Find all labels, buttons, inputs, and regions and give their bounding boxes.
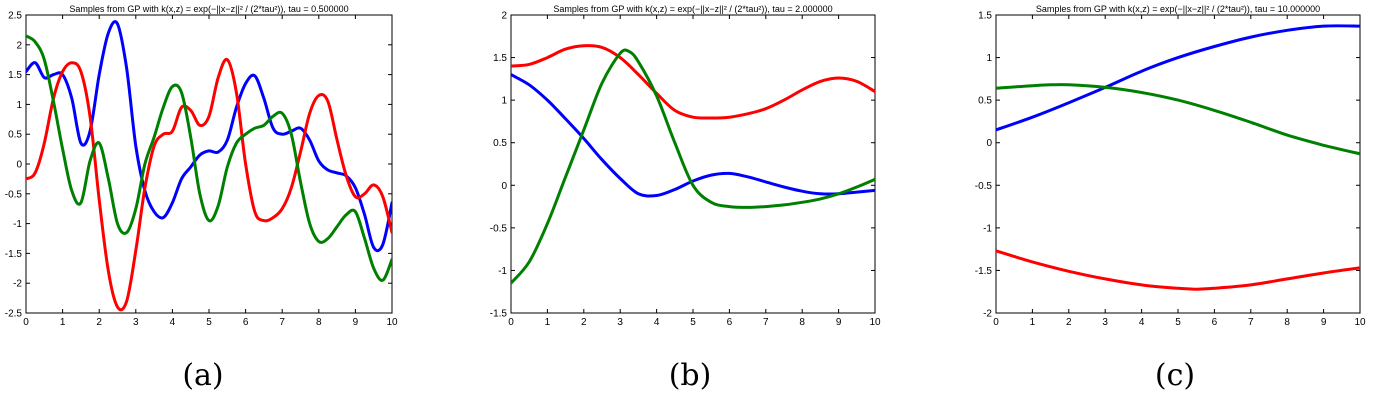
x-tick-label: 9 [1321, 317, 1327, 328]
y-tick-label: 1.5 [493, 53, 507, 64]
x-tick-label: 0 [508, 317, 514, 328]
chart-panel-c: Samples from GP with k(x,z) = exp(−||x−z… [975, 4, 1366, 393]
x-tick-label: 1 [545, 317, 551, 328]
x-tick-label: 9 [836, 317, 842, 328]
x-tick-label: 9 [353, 317, 359, 328]
plot-area [25, 14, 393, 314]
series-group [26, 20, 392, 312]
x-tick-label: 4 [170, 317, 176, 328]
y-tick-label: 0 [501, 181, 507, 192]
y-tick-label: 2 [501, 11, 507, 22]
y-tick-label: 0 [16, 160, 22, 171]
x-tick-label: 5 [690, 317, 696, 328]
x-tick-label: 4 [1139, 317, 1145, 328]
x-tick-label: 2 [96, 317, 102, 328]
x-tick-label: 3 [617, 317, 623, 328]
y-tick-label: 1 [16, 100, 22, 111]
y-tick-label: -0.5 [975, 181, 993, 192]
x-tick-label: 6 [727, 317, 733, 328]
x-tick-label: 2 [581, 317, 587, 328]
x-tick-label: 3 [1102, 317, 1108, 328]
series-line-green [511, 48, 875, 285]
chart-title: Samples from GP with k(x,z) = exp(−||x−z… [1036, 4, 1320, 14]
plot-area [995, 14, 1361, 314]
series-line-red [996, 249, 1360, 291]
chart-title: Samples from GP with k(x,z) = exp(−||x−z… [553, 4, 832, 14]
x-tick-label: 1 [60, 317, 66, 328]
series-line-red [26, 57, 392, 312]
x-tick-label: 6 [243, 317, 249, 328]
x-tick-label: 8 [1284, 317, 1290, 328]
y-tick-label: 0 [986, 138, 992, 149]
x-tick-label: 7 [1248, 317, 1254, 328]
subfigure-caption: (c) [1155, 358, 1195, 393]
y-tick-label: 0.5 [493, 138, 507, 149]
x-tick-label: 8 [316, 317, 322, 328]
y-tick-label: 1.5 [8, 70, 22, 81]
x-tick-label: 3 [133, 317, 139, 328]
plot-area [510, 14, 876, 314]
y-tick-label: -1 [498, 266, 507, 277]
x-tick-label: 10 [1354, 317, 1366, 328]
y-tick-label: -2.5 [5, 309, 23, 320]
y-tick-label: 1 [501, 96, 507, 107]
series-group [996, 24, 1360, 291]
series-group [511, 44, 875, 285]
x-tick-label: 5 [1175, 317, 1181, 328]
x-tick-label: 10 [869, 317, 881, 328]
y-tick-label: -2 [13, 279, 22, 290]
x-tick-label: 8 [799, 317, 805, 328]
series-line-green [996, 83, 1360, 156]
y-tick-label: -2 [983, 309, 992, 320]
y-tick-label: -1 [983, 223, 992, 234]
x-tick-label: 4 [654, 317, 660, 328]
x-tick-label: 10 [386, 317, 398, 328]
y-tick-label: -1 [13, 219, 22, 230]
subfigure-caption: (a) [182, 358, 223, 393]
series-line-green [26, 34, 392, 282]
chart-panel-b: Samples from GP with k(x,z) = exp(−||x−z… [490, 4, 881, 393]
y-tick-label: 2.5 [8, 11, 22, 22]
y-tick-label: -1.5 [975, 266, 993, 277]
y-tick-label: -0.5 [5, 189, 23, 200]
subfigure-caption: (b) [669, 358, 712, 393]
x-tick-label: 1 [1030, 317, 1036, 328]
x-tick-label: 7 [279, 317, 285, 328]
y-tick-label: 1 [986, 53, 992, 64]
series-line-blue [26, 20, 392, 253]
y-tick-label: -1.5 [490, 309, 508, 320]
x-tick-label: 6 [1212, 317, 1218, 328]
x-tick-label: 5 [206, 317, 212, 328]
x-tick-label: 0 [993, 317, 999, 328]
x-tick-label: 0 [23, 317, 29, 328]
y-tick-label: 1.5 [978, 11, 992, 22]
series-line-red [511, 44, 875, 120]
y-tick-label: -1.5 [5, 249, 23, 260]
y-tick-label: -0.5 [490, 223, 508, 234]
y-tick-label: 2 [16, 40, 22, 51]
y-tick-label: 0.5 [8, 130, 22, 141]
y-tick-label: 0.5 [978, 96, 992, 107]
chart-title: Samples from GP with k(x,z) = exp(−||x−z… [69, 4, 348, 14]
x-tick-label: 7 [763, 317, 769, 328]
chart-panel-a: Samples from GP with k(x,z) = exp(−||x−z… [5, 4, 398, 393]
series-line-blue [996, 24, 1360, 132]
series-line-blue [511, 73, 875, 198]
x-tick-label: 2 [1066, 317, 1072, 328]
